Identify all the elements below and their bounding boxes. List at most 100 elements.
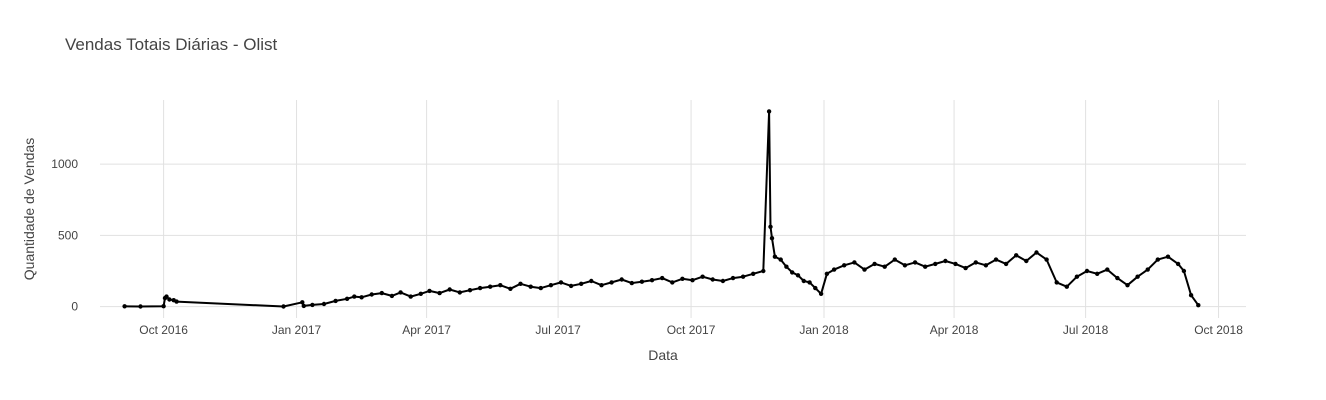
- sales-point: [437, 290, 442, 296]
- sales-point: [1064, 284, 1070, 289]
- sales-point: [164, 294, 169, 299]
- sales-point: [528, 284, 533, 289]
- sales-point: [629, 280, 634, 286]
- sales-point: [167, 297, 172, 302]
- sales-point: [912, 260, 918, 265]
- sales-point: [1014, 253, 1019, 258]
- sales-point: [730, 275, 736, 281]
- sales-point: [882, 264, 887, 269]
- sales-point: [300, 300, 305, 305]
- x-tick-label: Oct 2018: [1194, 323, 1243, 337]
- sales-point: [639, 279, 645, 284]
- sales-point: [807, 280, 812, 285]
- sales-point: [1084, 268, 1090, 274]
- sales-point: [477, 285, 483, 291]
- sales-point: [872, 261, 877, 267]
- sales-point: [1188, 293, 1194, 298]
- sales-point: [1145, 267, 1150, 272]
- x-tick-label: Jul 2018: [1063, 323, 1109, 337]
- sales-point: [321, 301, 327, 307]
- chart-title: Vendas Totais Diárias - Olist: [65, 35, 278, 54]
- sales-point: [1175, 261, 1181, 267]
- sales-point: [649, 278, 655, 283]
- sales-point: [1135, 274, 1140, 279]
- sales-point: [953, 261, 958, 267]
- sales-point: [1125, 283, 1130, 288]
- x-tick-label: Jan 2017: [272, 323, 322, 337]
- sales-point: [122, 304, 127, 309]
- sales-point: [983, 263, 989, 268]
- y-tick-label: 1000: [51, 157, 78, 171]
- x-tick-label: Oct 2017: [667, 323, 716, 337]
- sales-point: [389, 293, 395, 299]
- sales-point: [1165, 254, 1171, 259]
- sales-point: [488, 284, 493, 289]
- sales-point: [589, 278, 594, 284]
- sales-point: [568, 283, 574, 289]
- sales-point: [1115, 275, 1120, 281]
- sales-point: [680, 276, 685, 281]
- sales-point: [1044, 257, 1049, 262]
- sales-point: [1054, 280, 1059, 285]
- sales-point: [761, 268, 766, 274]
- sales-point: [790, 270, 795, 275]
- sales-point: [281, 304, 286, 309]
- sales-point: [344, 296, 350, 301]
- sales-point: [310, 302, 315, 308]
- sales-point: [852, 260, 857, 265]
- sales-point: [1074, 274, 1080, 279]
- sales-point: [457, 290, 462, 295]
- sales-point: [352, 294, 357, 299]
- sales-point: [379, 290, 384, 296]
- sales-point: [1181, 268, 1187, 274]
- x-tick-label: Apr 2017: [402, 323, 451, 337]
- sales-point: [498, 283, 503, 288]
- sales-point: [784, 264, 789, 269]
- sales-point: [548, 283, 554, 288]
- sales-point: [558, 280, 564, 285]
- sales-point: [824, 271, 830, 276]
- sales-point: [408, 294, 413, 299]
- sales-point: [1034, 250, 1039, 255]
- sales-point: [778, 257, 783, 262]
- sales-point: [813, 285, 818, 291]
- sales-point: [973, 260, 978, 265]
- sales-point: [467, 288, 473, 293]
- x-tick-label: Oct 2016: [139, 323, 188, 337]
- y-axis-title: Quantidade de Vendas: [21, 138, 37, 280]
- sales-point: [538, 285, 543, 291]
- sales-series-points: [122, 109, 1201, 309]
- sales-point: [427, 288, 432, 294]
- sales-point: [660, 275, 665, 281]
- sales-point: [508, 286, 513, 291]
- sales-point: [518, 281, 523, 286]
- sales-point: [842, 263, 847, 268]
- sales-point: [1155, 257, 1161, 262]
- sales-point: [579, 281, 584, 286]
- sales-point: [1003, 261, 1009, 267]
- sales-point: [369, 292, 374, 297]
- sales-point: [963, 265, 968, 271]
- x-axis-title: Data: [648, 347, 678, 363]
- sales-point: [599, 283, 604, 288]
- sales-point: [333, 298, 338, 304]
- sales-point: [795, 273, 801, 278]
- sales-point: [447, 287, 452, 292]
- sales-point: [772, 254, 778, 259]
- sales-point: [892, 257, 897, 262]
- sales-point: [161, 304, 166, 309]
- sales-point: [933, 261, 938, 267]
- sales-point: [301, 303, 306, 309]
- sales-point: [720, 278, 726, 284]
- sales-point: [831, 267, 837, 272]
- sales-point: [923, 264, 928, 269]
- x-tick-label: Jul 2017: [535, 323, 581, 337]
- x-axis-ticks: Oct 2016 Jan 2017 Apr 2017 Jul 2017 Oct 2017…: [139, 323, 1243, 337]
- sales-point: [751, 271, 756, 276]
- sales-point: [619, 277, 624, 282]
- sales-point: [766, 109, 772, 114]
- gridlines: [100, 100, 1246, 318]
- sales-point: [700, 274, 705, 279]
- sales-point: [993, 257, 999, 262]
